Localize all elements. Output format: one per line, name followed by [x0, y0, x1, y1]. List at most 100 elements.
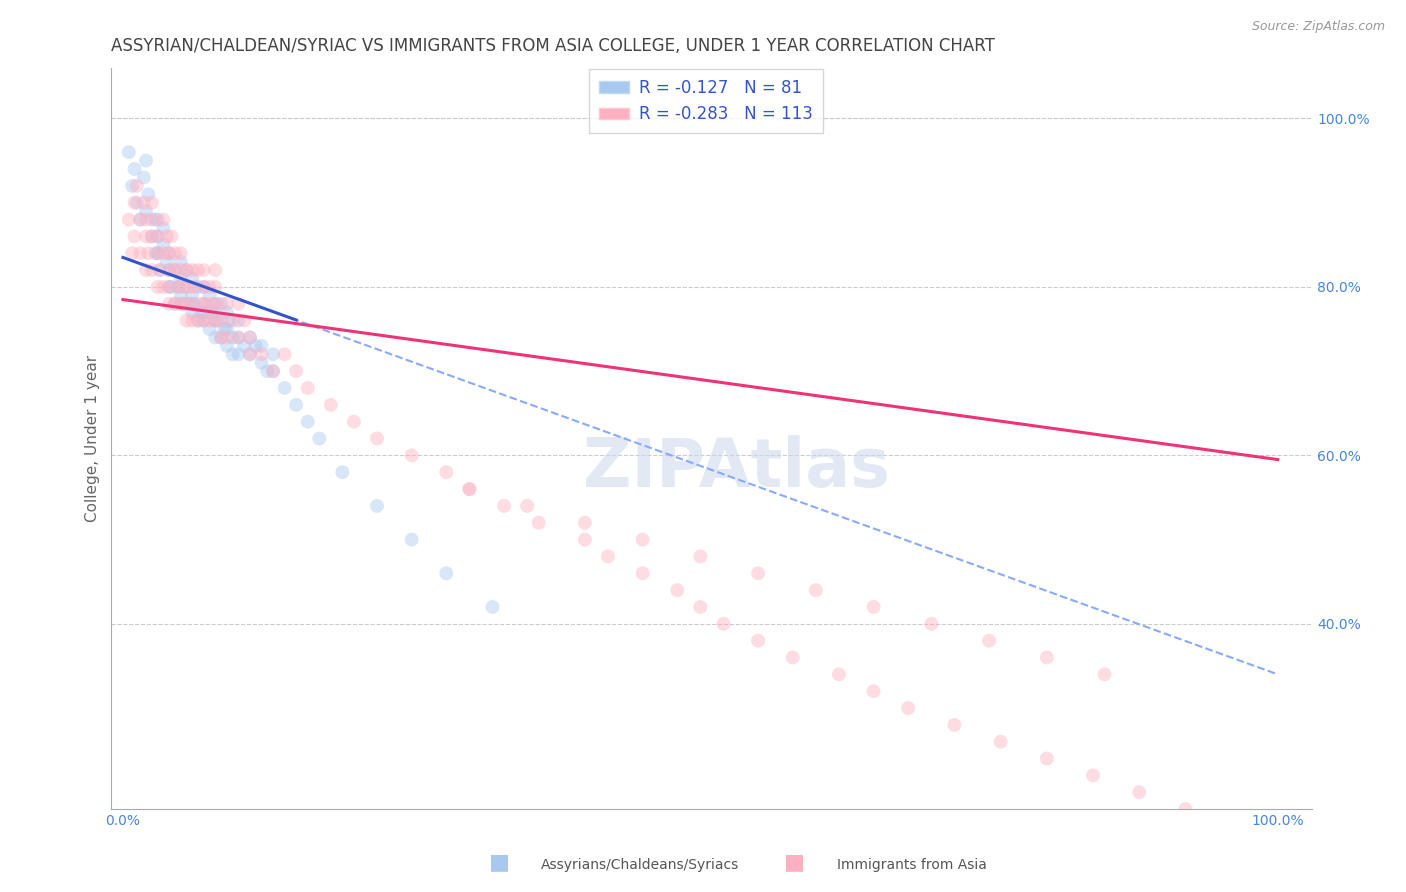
Point — [193, 263, 215, 277]
Point — [239, 330, 262, 344]
Point — [124, 229, 146, 244]
Point — [215, 305, 238, 319]
Point — [181, 288, 204, 302]
Point — [228, 347, 250, 361]
Point — [862, 599, 884, 614]
Point — [221, 313, 243, 327]
Point — [209, 330, 232, 344]
Point — [631, 566, 654, 581]
Point — [187, 313, 209, 327]
Point — [262, 364, 284, 378]
Text: ■: ■ — [489, 853, 509, 872]
Point — [228, 313, 250, 327]
Point — [129, 212, 152, 227]
Point — [862, 684, 884, 698]
Point — [366, 432, 388, 446]
Point — [828, 667, 851, 681]
Point — [204, 297, 226, 311]
Point — [163, 263, 186, 277]
Point — [124, 195, 146, 210]
Point — [152, 212, 174, 227]
Point — [228, 330, 250, 344]
Point — [172, 297, 194, 311]
Point — [160, 280, 183, 294]
Point — [215, 330, 238, 344]
Point — [285, 398, 308, 412]
Point — [713, 616, 735, 631]
Point — [141, 195, 163, 210]
Point — [170, 254, 193, 268]
Point — [492, 499, 515, 513]
Point — [1036, 650, 1059, 665]
Point — [516, 499, 538, 513]
Point — [149, 263, 172, 277]
Point — [343, 415, 366, 429]
Y-axis label: College, Under 1 year: College, Under 1 year — [86, 355, 100, 522]
Text: ASSYRIAN/CHALDEAN/SYRIAC VS IMMIGRANTS FROM ASIA COLLEGE, UNDER 1 YEAR CORRELATI: ASSYRIAN/CHALDEAN/SYRIAC VS IMMIGRANTS F… — [111, 37, 995, 55]
Point — [209, 330, 232, 344]
Point — [250, 339, 273, 353]
Point — [146, 229, 169, 244]
Point — [187, 263, 209, 277]
Point — [170, 246, 193, 260]
Point — [157, 246, 180, 260]
Point — [245, 339, 267, 353]
Point — [187, 280, 209, 294]
Point — [458, 482, 481, 496]
Point — [135, 212, 157, 227]
Point — [204, 313, 226, 327]
Point — [146, 246, 169, 260]
Point — [167, 280, 190, 294]
Point — [1220, 819, 1243, 833]
Point — [204, 280, 226, 294]
Point — [434, 566, 457, 581]
Point — [187, 313, 209, 327]
Point — [804, 583, 827, 598]
Text: Immigrants from Asia: Immigrants from Asia — [837, 858, 987, 872]
Point — [176, 263, 198, 277]
Point — [181, 263, 204, 277]
Point — [689, 549, 711, 564]
Point — [215, 322, 238, 336]
Point — [163, 246, 186, 260]
Point — [202, 297, 225, 311]
Point — [239, 347, 262, 361]
Point — [156, 254, 179, 268]
Point — [176, 313, 198, 327]
Point — [181, 271, 204, 285]
Point — [897, 701, 920, 715]
Point — [204, 330, 226, 344]
Point — [121, 246, 143, 260]
Point — [193, 280, 215, 294]
Text: ZIPAtlas: ZIPAtlas — [582, 435, 890, 501]
Point — [250, 347, 273, 361]
Point — [366, 499, 388, 513]
Text: ■: ■ — [785, 853, 804, 872]
Point — [132, 170, 155, 185]
Point — [977, 633, 1000, 648]
Point — [167, 280, 190, 294]
Point — [920, 616, 942, 631]
Point — [308, 432, 330, 446]
Point — [204, 263, 226, 277]
Point — [157, 280, 180, 294]
Point — [193, 313, 215, 327]
Point — [990, 735, 1012, 749]
Point — [195, 297, 218, 311]
Point — [574, 533, 596, 547]
Point — [146, 246, 169, 260]
Point — [747, 633, 769, 648]
Point — [176, 280, 198, 294]
Point — [179, 280, 201, 294]
Point — [297, 381, 319, 395]
Point — [129, 212, 152, 227]
Text: Assyrians/Chaldeans/Syriacs: Assyrians/Chaldeans/Syriacs — [541, 858, 740, 872]
Point — [135, 263, 157, 277]
Point — [221, 330, 243, 344]
Point — [527, 516, 550, 530]
Point — [132, 195, 155, 210]
Point — [170, 288, 193, 302]
Point — [146, 229, 169, 244]
Point — [1128, 785, 1150, 799]
Point — [273, 381, 295, 395]
